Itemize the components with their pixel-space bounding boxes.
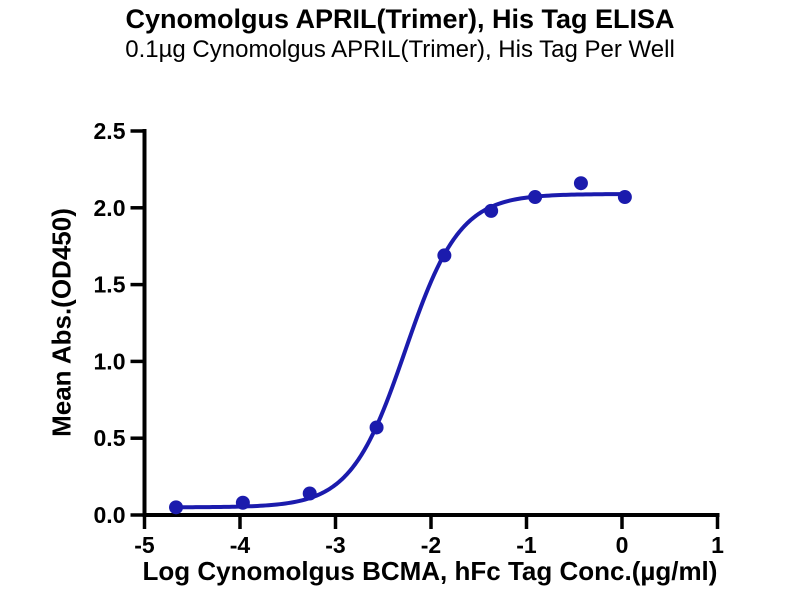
y-tick-label: 1.0 [94,348,126,374]
x-tick-label: 0 [616,532,629,558]
data-point [617,190,632,205]
chart-title: Cynomolgus APRIL(Trimer), His Tag ELISA [125,4,675,34]
data-point [369,420,384,435]
data-point [437,248,452,263]
y-tick-label: 2.0 [94,195,126,221]
x-tick-label: -5 [134,532,155,558]
x-axis-label: Log Cynomolgus BCMA, hFc Tag Conc.(µg/ml… [142,556,718,586]
data-point [573,176,588,191]
x-tick-label: -4 [230,532,251,558]
x-tick-label: -2 [421,532,441,558]
x-tick-label: 1 [711,532,724,558]
data-point [235,495,250,510]
data-point [302,486,317,501]
chart-subtitle: 0.1µg Cynomolgus APRIL(Trimer), His Tag … [125,36,675,63]
y-tick-label: 0.5 [94,425,126,451]
x-tick-label: -3 [325,532,345,558]
y-tick-label: 2.5 [94,118,126,144]
y-tick-label: 0.0 [94,502,126,528]
x-tick-label: -1 [516,532,537,558]
fit-curve [174,192,627,510]
data-point [484,203,499,218]
data-point [528,190,543,205]
data-point [169,500,184,515]
y-tick-label: 1.5 [94,272,126,298]
